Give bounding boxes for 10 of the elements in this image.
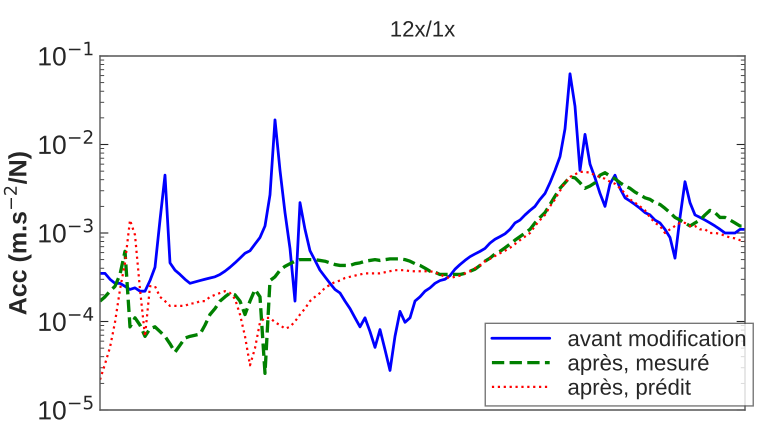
chart-title: 12x/1x	[391, 20, 455, 37]
y-axis-title: Acc (m.s$^{−2}$/N)	[4, 152, 32, 315]
legend-label: après, mesuré	[568, 354, 709, 375]
y-tick-label: 10$^{−2}$	[39, 130, 92, 154]
y-tick-label: 10$^{−4}$	[39, 307, 94, 332]
y-tick-label: 10$^{−1}$	[39, 42, 92, 66]
y-tick-label: 10$^{−3}$	[39, 218, 93, 243]
y-tick-label: 10$^{−5}$	[39, 396, 93, 420]
legend-label: après, prédit	[568, 378, 691, 400]
legend-label: avant modification	[568, 330, 746, 346]
